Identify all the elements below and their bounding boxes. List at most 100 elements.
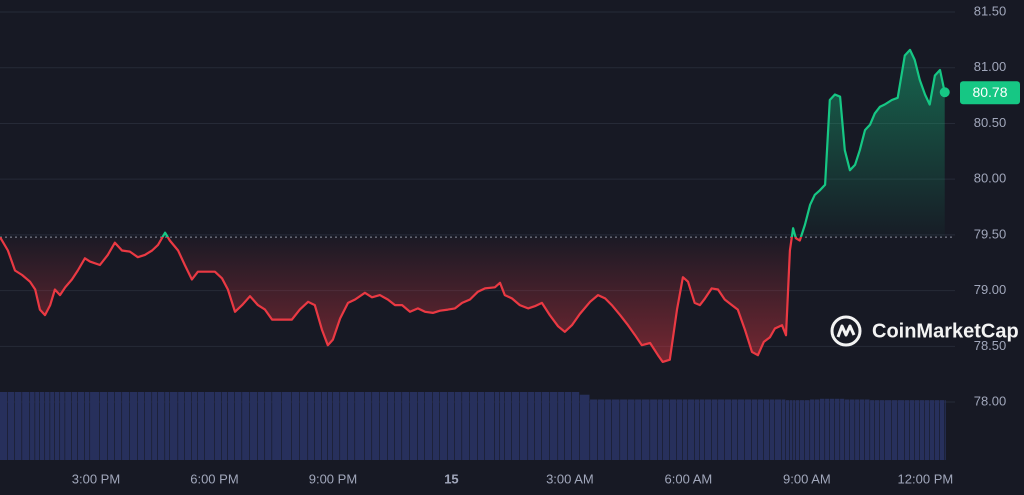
volume-bar <box>250 392 258 460</box>
volume-bar <box>469 392 478 460</box>
volume-bar <box>694 399 700 460</box>
volume-bar <box>829 398 835 460</box>
volume-bar <box>214 392 222 460</box>
volume-bar <box>825 398 830 460</box>
volume-bar <box>71 392 78 460</box>
volume-bar <box>571 392 580 460</box>
volume-bar <box>272 392 282 460</box>
volume-bar <box>909 400 915 460</box>
volume-bar <box>60 392 65 460</box>
x-tick-label: 12:00 PM <box>898 471 954 486</box>
volume-bar <box>227 392 235 460</box>
volume-bar <box>299 392 308 460</box>
volume-bar <box>114 392 122 460</box>
volume-bar <box>439 392 448 460</box>
volume-bar <box>291 392 300 460</box>
plot <box>0 48 955 363</box>
volume-bar <box>7 392 15 460</box>
volume-bar <box>795 400 800 460</box>
y-tick-label: 80.00 <box>974 171 1007 186</box>
volume-bar <box>454 392 462 460</box>
y-tick-label: 81.50 <box>974 3 1007 18</box>
volume-bar <box>387 392 395 460</box>
axes: 78.00 78.50 79.00 79.50 80.00 80.50 81.00 81.50… <box>72 3 1020 486</box>
volume-bar <box>152 392 158 460</box>
volume-bar <box>769 399 775 460</box>
volume-bar <box>204 392 215 460</box>
volume-bar <box>757 399 764 460</box>
volume-bar <box>699 399 705 460</box>
y-tick-label: 78.00 <box>974 393 1007 408</box>
volume-bar <box>605 399 612 460</box>
last-point <box>939 87 950 98</box>
volume-bar <box>718 399 725 460</box>
volume-bar <box>810 399 815 460</box>
volume-bar <box>682 399 688 460</box>
volume-bar <box>799 400 805 460</box>
volume-bar <box>157 392 165 460</box>
volume-bars <box>0 392 946 460</box>
volume-bar <box>676 399 683 460</box>
volume-bar <box>184 392 192 460</box>
volume-bar <box>308 392 315 460</box>
volume-bar <box>840 398 845 460</box>
volume-bar <box>221 392 228 460</box>
volume-bar <box>884 400 892 460</box>
volume-bar <box>789 400 793 460</box>
volume-bar <box>477 392 485 460</box>
volume-bar <box>90 392 100 460</box>
volume-bar <box>627 399 635 460</box>
volume-bar <box>635 399 642 460</box>
volume-bar <box>424 392 433 460</box>
volume-bar <box>191 392 198 460</box>
volume-bar <box>704 399 712 460</box>
volume-bar <box>500 392 505 460</box>
volume-bar <box>242 392 250 460</box>
volume-bar <box>107 392 115 460</box>
price-line <box>0 48 946 363</box>
volume-bar <box>234 392 242 460</box>
volume-bar <box>447 392 455 460</box>
volume-bar <box>944 400 946 460</box>
volume-bar <box>859 399 865 460</box>
y-tick-label: 78.50 <box>974 338 1007 353</box>
volume-bar <box>620 399 628 460</box>
volume-bar <box>579 394 590 460</box>
volume-bar <box>417 392 425 460</box>
volume-bar <box>751 399 758 460</box>
volume-bar <box>774 399 782 460</box>
volume-bar <box>737 399 745 460</box>
volume-bar <box>347 392 355 460</box>
area-fill <box>0 49 945 362</box>
volume-bar <box>874 400 880 460</box>
volume-bar <box>45 392 50 460</box>
x-tick-label: 15 <box>444 471 458 486</box>
volume-bar <box>327 392 333 460</box>
volume-bar <box>77 392 85 460</box>
volume-bar <box>165 392 170 460</box>
volume-bar <box>934 400 940 460</box>
volume-bar <box>22 392 30 460</box>
volume-bar <box>394 392 402 460</box>
volume-bar <box>54 392 60 460</box>
volume-bar <box>178 392 185 460</box>
volume-bar <box>494 392 500 460</box>
volume-bar <box>849 399 855 460</box>
volume-bar <box>744 399 752 460</box>
volume-bar <box>782 399 786 460</box>
volume-bar <box>340 392 348 460</box>
volume-bar <box>793 400 796 460</box>
volume-bar <box>485 392 495 460</box>
volume-bar <box>144 392 152 460</box>
volume-bar <box>432 392 440 460</box>
watermark: CoinMarketCap <box>830 315 1019 347</box>
volume-bar <box>891 400 898 460</box>
volume-bar <box>519 392 528 460</box>
volume-bar <box>137 392 145 460</box>
y-tick-label: 80.50 <box>974 115 1007 130</box>
volume-bar <box>870 400 875 460</box>
volume-bar <box>409 392 418 460</box>
volume-bar <box>919 400 925 460</box>
watermark-logo <box>830 315 862 347</box>
watermark-text: CoinMarketCap <box>872 320 1019 342</box>
